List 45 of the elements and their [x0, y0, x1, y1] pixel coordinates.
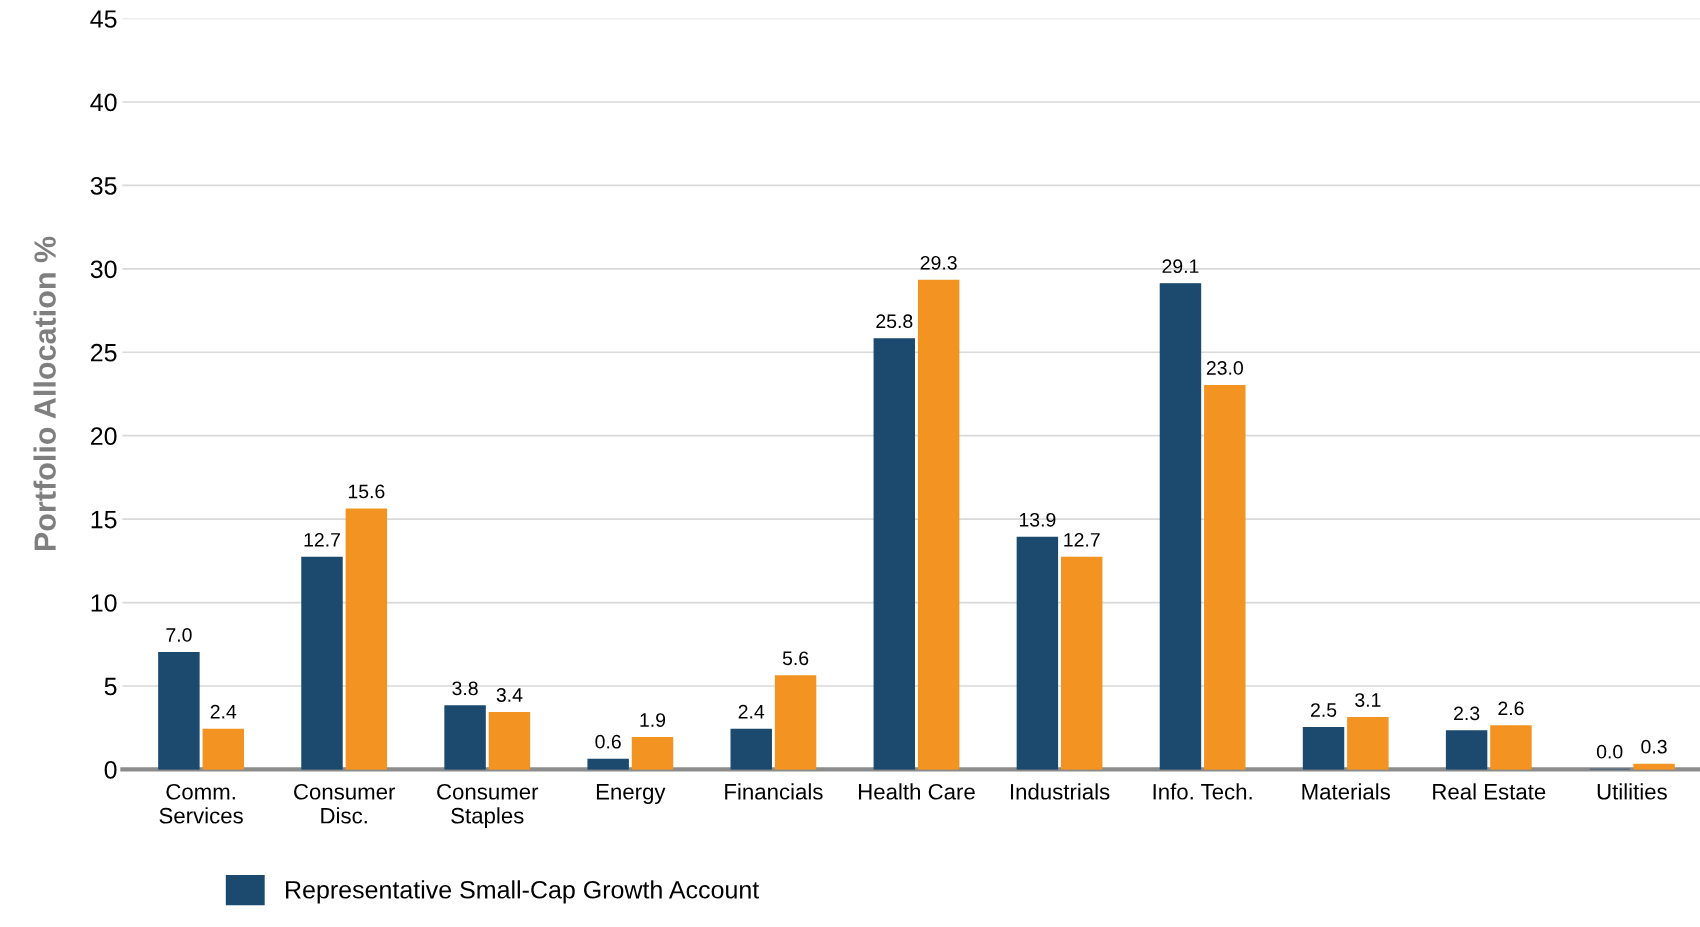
data-label: 3.8: [452, 681, 478, 696]
y-axis-title: Portfolio Allocation %: [33, 236, 56, 551]
y-tick-label: 0: [104, 761, 117, 779]
x-tick-label: Health Care: [859, 783, 975, 800]
x-tick-label: Comm. Services: [159, 783, 243, 824]
data-label: 3.1: [1355, 693, 1381, 707]
x-tick-label: Consumer Disc.: [294, 783, 396, 824]
data-label: 3.4: [496, 688, 523, 702]
data-label: 29.1: [1162, 259, 1199, 274]
y-tick-label: 25: [90, 343, 117, 362]
y-tick-label: 40: [90, 93, 117, 112]
data-label: 2.5: [1311, 703, 1337, 717]
legend-label: Representative Small-Cap Growth Account: [286, 880, 760, 904]
data-label: 29.3: [920, 255, 957, 270]
data-label: 12.7: [304, 532, 340, 547]
data-label: 2.3: [1454, 706, 1480, 721]
data-label: 13.9: [1019, 512, 1056, 527]
data-label: 0.3: [1641, 739, 1667, 754]
y-tick-label: 20: [90, 427, 117, 445]
data-label: 0.6: [595, 734, 621, 749]
x-tick-label: Materials: [1302, 783, 1390, 800]
x-tick-label: Financials: [725, 783, 823, 800]
x-tick-label: Industrials: [1010, 783, 1110, 800]
data-label: 5.6: [782, 651, 809, 666]
data-label: 25.8: [876, 314, 913, 329]
data-label: 12.7: [1064, 532, 1100, 547]
x-tick-label: Utilities: [1597, 783, 1667, 800]
data-label: 2.4: [738, 704, 765, 719]
data-label: 0.0: [1596, 744, 1623, 759]
x-tick-label: Real Estate: [1433, 783, 1546, 800]
x-tick-label: Energy: [596, 784, 666, 805]
data-label: 2.6: [1498, 701, 1524, 716]
data-label: 15.6: [348, 484, 385, 499]
y-tick-label: 35: [90, 177, 117, 195]
x-tick-label: Info. Tech.: [1153, 783, 1252, 800]
y-tick-label: 5: [104, 677, 117, 696]
y-tick-label: 30: [90, 260, 117, 279]
y-tick-label: 10: [91, 594, 117, 612]
data-label: 7.0: [166, 628, 192, 642]
data-label: 23.0: [1206, 361, 1243, 375]
data-label: 1.9: [640, 713, 666, 727]
x-tick-label: Consumer Staples: [437, 783, 539, 828]
data-label: 2.4: [210, 704, 237, 719]
y-tick-label: 15: [91, 510, 117, 529]
y-tick-label: 45: [90, 10, 117, 28]
